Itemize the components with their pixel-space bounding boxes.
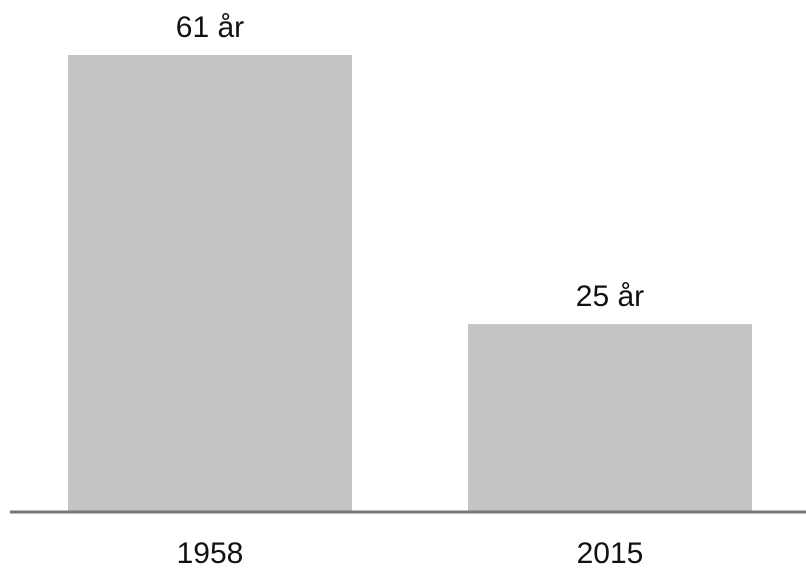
value-label: 25 år [576,280,644,313]
bar [68,55,352,511]
x-tick-label: 2015 [577,537,644,570]
value-label: 61 år [176,11,244,44]
bar [468,324,752,511]
x-tick-label: 1958 [177,537,244,570]
